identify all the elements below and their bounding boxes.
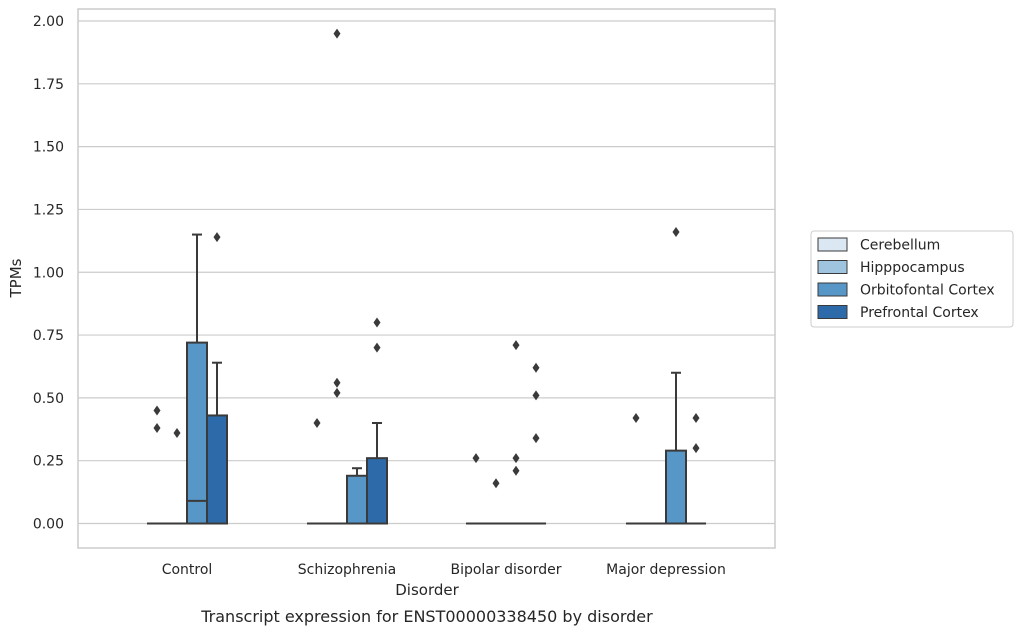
y-tick-label: 0.00	[33, 517, 64, 533]
outlier-point	[512, 465, 520, 476]
outlier-point	[692, 443, 700, 454]
chart-caption: Transcript expression for ENST0000033845…	[200, 607, 653, 626]
outlier-point	[532, 390, 540, 401]
grid-lines	[78, 20, 775, 525]
legend-label: Cerebellum	[860, 238, 940, 254]
y-tick-label: 1.25	[33, 202, 64, 218]
outlier-point	[373, 317, 381, 328]
outlier-point	[472, 453, 480, 464]
legend-label: Prefrontal Cortex	[860, 305, 979, 321]
outlier-point	[313, 418, 321, 428]
plot-frame	[77, 8, 776, 549]
outlier-point	[333, 28, 341, 39]
y-tick-label: 1.75	[33, 77, 64, 93]
outlier-point	[632, 412, 640, 423]
box-series	[147, 28, 706, 525]
y-axis: 0.00 0.25 0.50 0.75 1.00 1.25 1.50 1.75 2.00	[33, 14, 64, 533]
outlier-point	[333, 377, 341, 388]
outlier-point	[512, 340, 520, 351]
outlier-point	[532, 362, 540, 373]
legend-label: Orbitofontal Cortex	[860, 283, 995, 299]
outlier-point	[153, 405, 161, 416]
outlier-point	[672, 227, 680, 238]
y-axis-title: TPMs	[7, 258, 25, 298]
outlier-point	[213, 232, 221, 243]
y-tick-label: 0.75	[33, 328, 64, 344]
x-axis: Control Schizophrenia Bipolar disorder Majo…	[162, 562, 726, 578]
legend-swatch	[817, 237, 848, 252]
y-tick-label: 0.25	[33, 454, 64, 470]
x-tick-label: Major depression	[606, 562, 726, 578]
legend-label: Hipppocampus	[860, 260, 965, 276]
box	[366, 457, 388, 525]
outlier-point	[373, 342, 381, 353]
outlier-point	[492, 478, 500, 489]
legend-swatch	[817, 260, 848, 274]
x-tick-label: Schizophrenia	[298, 562, 396, 578]
y-tick-label: 0.50	[33, 391, 64, 407]
outlier-point	[532, 433, 540, 444]
box	[206, 414, 228, 525]
outlier-point	[692, 412, 700, 423]
box	[346, 474, 368, 525]
y-tick-label: 2.00	[33, 14, 64, 30]
legend-swatch	[817, 305, 848, 319]
x-axis-title: Disorder	[395, 581, 459, 599]
legend-frame	[810, 230, 1014, 328]
y-tick-label: 1.00	[33, 265, 64, 281]
outlier-point	[512, 453, 520, 464]
outlier-point	[333, 387, 341, 398]
box	[186, 341, 208, 525]
legend: Cerebellum Hipppocampus Orbitofontal Corte…	[810, 230, 1014, 328]
legend-swatch	[817, 282, 848, 297]
outlier-point	[173, 428, 181, 439]
x-tick-label: Bipolar disorder	[450, 562, 561, 578]
outlier-point	[153, 423, 161, 434]
x-tick-label: Control	[162, 562, 213, 578]
y-tick-label: 1.50	[33, 140, 64, 156]
box	[665, 449, 687, 525]
